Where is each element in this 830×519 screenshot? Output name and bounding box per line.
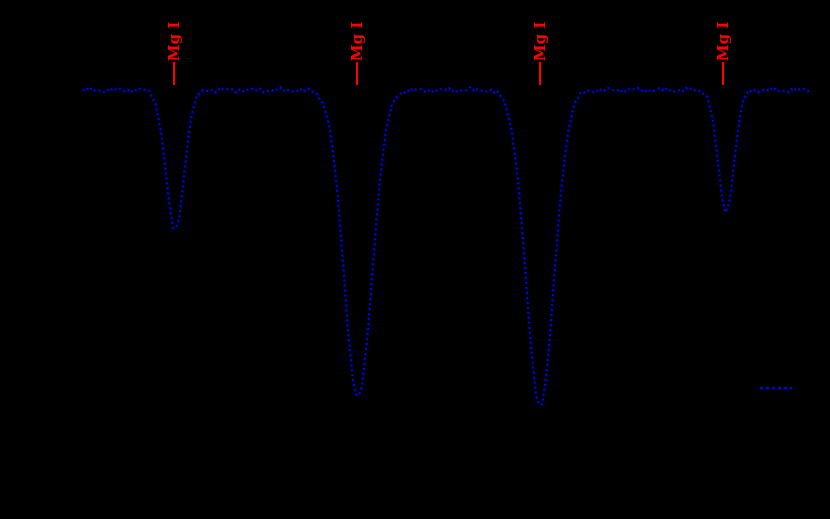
mg-i-label-4: Mg I [714, 22, 732, 85]
line-label-text: Mg I [348, 22, 366, 61]
line-annotations: Mg I Mg I Mg I Mg I [165, 22, 732, 85]
line-label-text: Mg I [165, 22, 183, 61]
mg-i-label-1: Mg I [165, 22, 183, 85]
mg-i-label-3: Mg I [531, 22, 549, 85]
line-label-text: Mg I [531, 22, 549, 61]
line-label-text: Mg I [714, 22, 732, 61]
spectrum-line [82, 85, 810, 406]
mg-i-label-2: Mg I [348, 22, 366, 85]
